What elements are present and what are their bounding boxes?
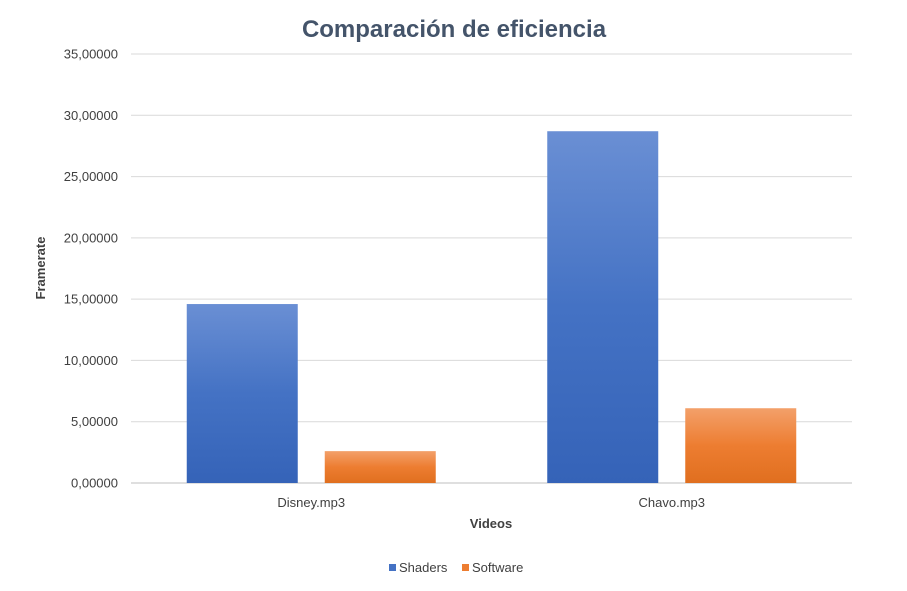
y-tick-label: 0,00000 bbox=[71, 476, 118, 491]
x-tick-label: Disney.mp3 bbox=[277, 495, 345, 510]
bar-shaders-1 bbox=[547, 131, 659, 483]
y-tick-label: 35,00000 bbox=[64, 47, 118, 62]
legend-swatch-software bbox=[462, 564, 469, 571]
chart-title: Comparación de eficiencia bbox=[302, 16, 607, 43]
y-tick-label: 15,00000 bbox=[64, 292, 118, 307]
legend: Shaders Software bbox=[389, 560, 523, 575]
y-tick-label: 5,00000 bbox=[71, 414, 118, 429]
y-tick-label: 20,00000 bbox=[64, 230, 118, 245]
y-axis-title: Framerate bbox=[33, 237, 48, 300]
x-axis-ticks: Disney.mp3 Chavo.mp3 bbox=[277, 495, 705, 510]
legend-label-shaders: Shaders bbox=[399, 560, 448, 575]
y-tick-label: 25,00000 bbox=[64, 169, 118, 184]
y-axis-ticks: 0,00000 5,00000 10,00000 15,00000 20,00000 25… bbox=[64, 47, 118, 491]
legend-label-software: Software bbox=[472, 560, 523, 575]
legend-swatch-shaders bbox=[389, 564, 396, 571]
x-axis-title: Videos bbox=[470, 516, 512, 531]
bar-software-1 bbox=[685, 408, 797, 483]
x-tick-label: Chavo.mp3 bbox=[639, 495, 705, 510]
bar-software-0 bbox=[324, 451, 436, 483]
y-tick-label: 30,00000 bbox=[64, 108, 118, 123]
bar-shaders-0 bbox=[186, 304, 298, 483]
y-tick-label: 10,00000 bbox=[64, 353, 118, 368]
bars bbox=[186, 131, 797, 483]
